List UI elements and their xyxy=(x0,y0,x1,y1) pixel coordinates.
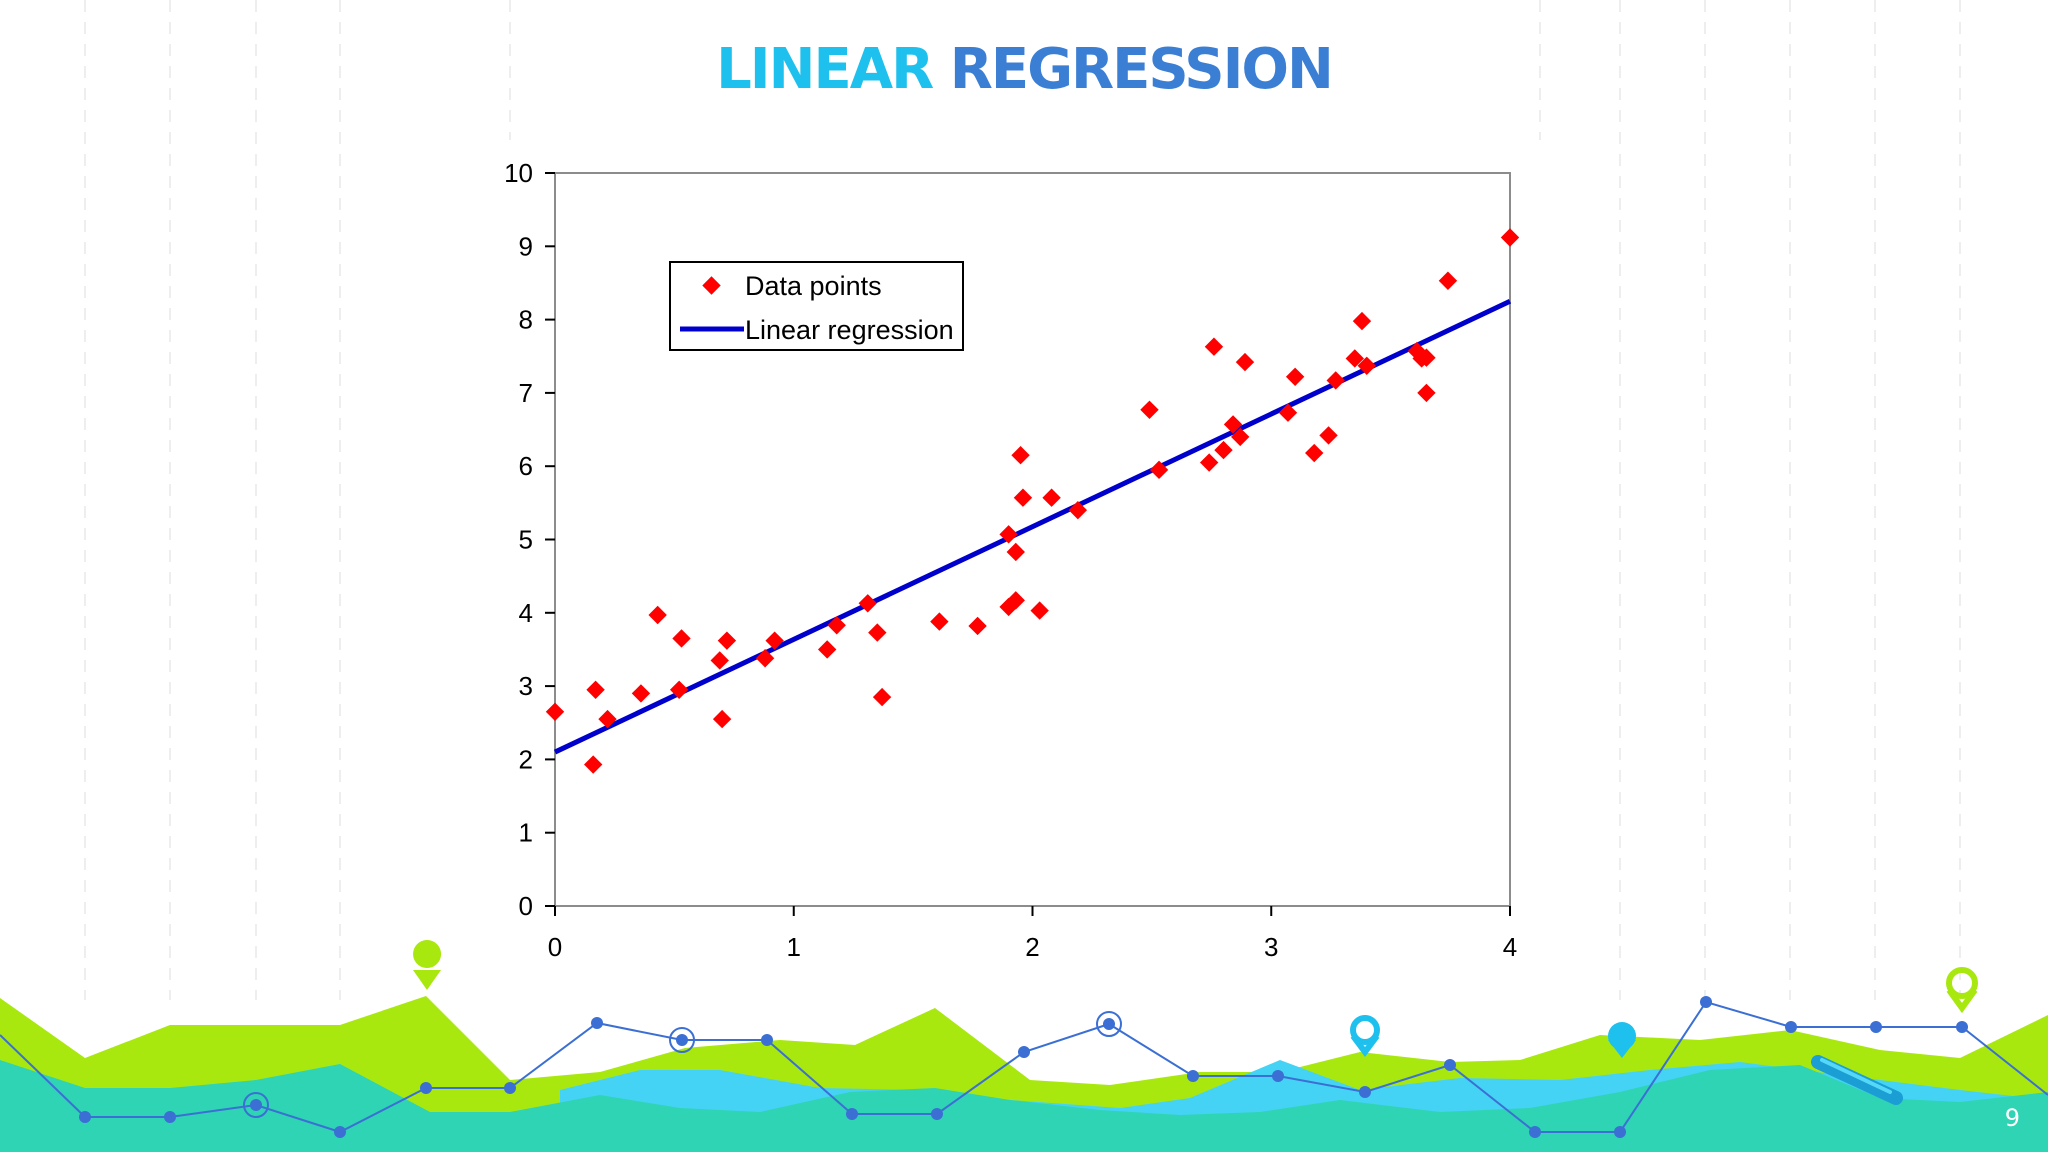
data-point xyxy=(1149,460,1169,480)
data-point xyxy=(1068,500,1088,520)
y-tick-label: 1 xyxy=(519,818,533,848)
data-point xyxy=(827,616,846,635)
footer-decoration xyxy=(0,940,2048,1152)
legend-box xyxy=(669,261,964,351)
data-point xyxy=(1417,383,1436,403)
y-tick-label: 9 xyxy=(519,231,533,261)
data-point xyxy=(868,623,887,642)
data-point xyxy=(631,684,651,703)
y-tick-label: 6 xyxy=(519,451,533,481)
data-point xyxy=(858,594,877,613)
y-tick-label: 7 xyxy=(519,378,533,408)
data-point xyxy=(1285,367,1305,386)
data-point xyxy=(872,687,892,707)
data-point xyxy=(1278,403,1298,422)
pen-icon xyxy=(1811,1055,1903,1105)
data-point xyxy=(598,709,617,729)
y-tick-label: 10 xyxy=(504,158,533,188)
data-point xyxy=(1235,352,1255,372)
data-point xyxy=(1319,426,1338,445)
y-tick-label: 5 xyxy=(519,525,533,555)
data-point xyxy=(765,631,784,650)
data-point xyxy=(672,629,691,648)
data-point xyxy=(1326,371,1345,390)
data-point xyxy=(545,702,565,721)
footer-wave-teal xyxy=(0,1060,2048,1152)
map-pin-green-outline-icon xyxy=(1946,967,1978,1014)
data-point xyxy=(1305,443,1324,463)
data-point xyxy=(1199,453,1219,472)
slide-title: LINEAR REGRESSION xyxy=(0,42,2048,98)
data-point xyxy=(669,680,689,699)
y-tick-label: 8 xyxy=(519,305,533,335)
data-point xyxy=(1223,415,1243,434)
data-point xyxy=(1357,356,1376,375)
data-point xyxy=(1042,488,1061,507)
map-pin-filled-icon xyxy=(1608,1022,1636,1058)
data-point xyxy=(1438,271,1458,290)
y-tick-label: 3 xyxy=(519,671,533,701)
data-point xyxy=(968,616,987,636)
data-point xyxy=(584,755,603,774)
x-tick-label: 0 xyxy=(548,932,562,962)
x-tick-label: 1 xyxy=(787,932,801,962)
data-point xyxy=(717,631,737,650)
y-tick-label: 4 xyxy=(519,598,533,628)
data-point xyxy=(1214,440,1233,460)
data-point xyxy=(817,640,837,659)
x-tick-label: 2 xyxy=(1025,932,1039,962)
data-point xyxy=(999,525,1018,544)
data-point xyxy=(648,605,667,625)
data-point xyxy=(930,612,949,631)
data-point xyxy=(1500,228,1520,247)
legend-marker-data-points xyxy=(702,276,721,295)
data-point xyxy=(1352,311,1372,331)
data-point xyxy=(1231,427,1250,447)
data-point xyxy=(1006,591,1025,610)
data-point xyxy=(710,651,729,670)
page-number: 9 xyxy=(2004,1104,2020,1132)
slide-title-part1: LINEAR xyxy=(716,37,934,102)
data-point xyxy=(1030,601,1049,620)
data-point xyxy=(586,680,605,699)
regression-line xyxy=(553,299,1512,755)
data-point xyxy=(1011,446,1030,465)
data-point xyxy=(1417,348,1436,367)
legend-label-data-points: Data points xyxy=(745,271,882,301)
data-point xyxy=(755,649,775,668)
data-point xyxy=(712,709,732,729)
map-pin-outline-icon xyxy=(1350,1015,1380,1057)
data-point xyxy=(1345,349,1365,368)
data-point xyxy=(1204,337,1224,356)
y-tick-label: 2 xyxy=(519,744,533,774)
legend-label-linear-regression: Linear regression xyxy=(745,315,954,345)
y-tick-label: 0 xyxy=(519,891,533,921)
x-tick-label: 4 xyxy=(1503,932,1517,962)
map-pin-icon xyxy=(413,940,442,990)
data-point xyxy=(1006,542,1025,562)
slide-title-part2: REGRESSION xyxy=(949,37,1334,102)
x-tick-label: 3 xyxy=(1264,932,1278,962)
data-point xyxy=(1140,400,1159,419)
